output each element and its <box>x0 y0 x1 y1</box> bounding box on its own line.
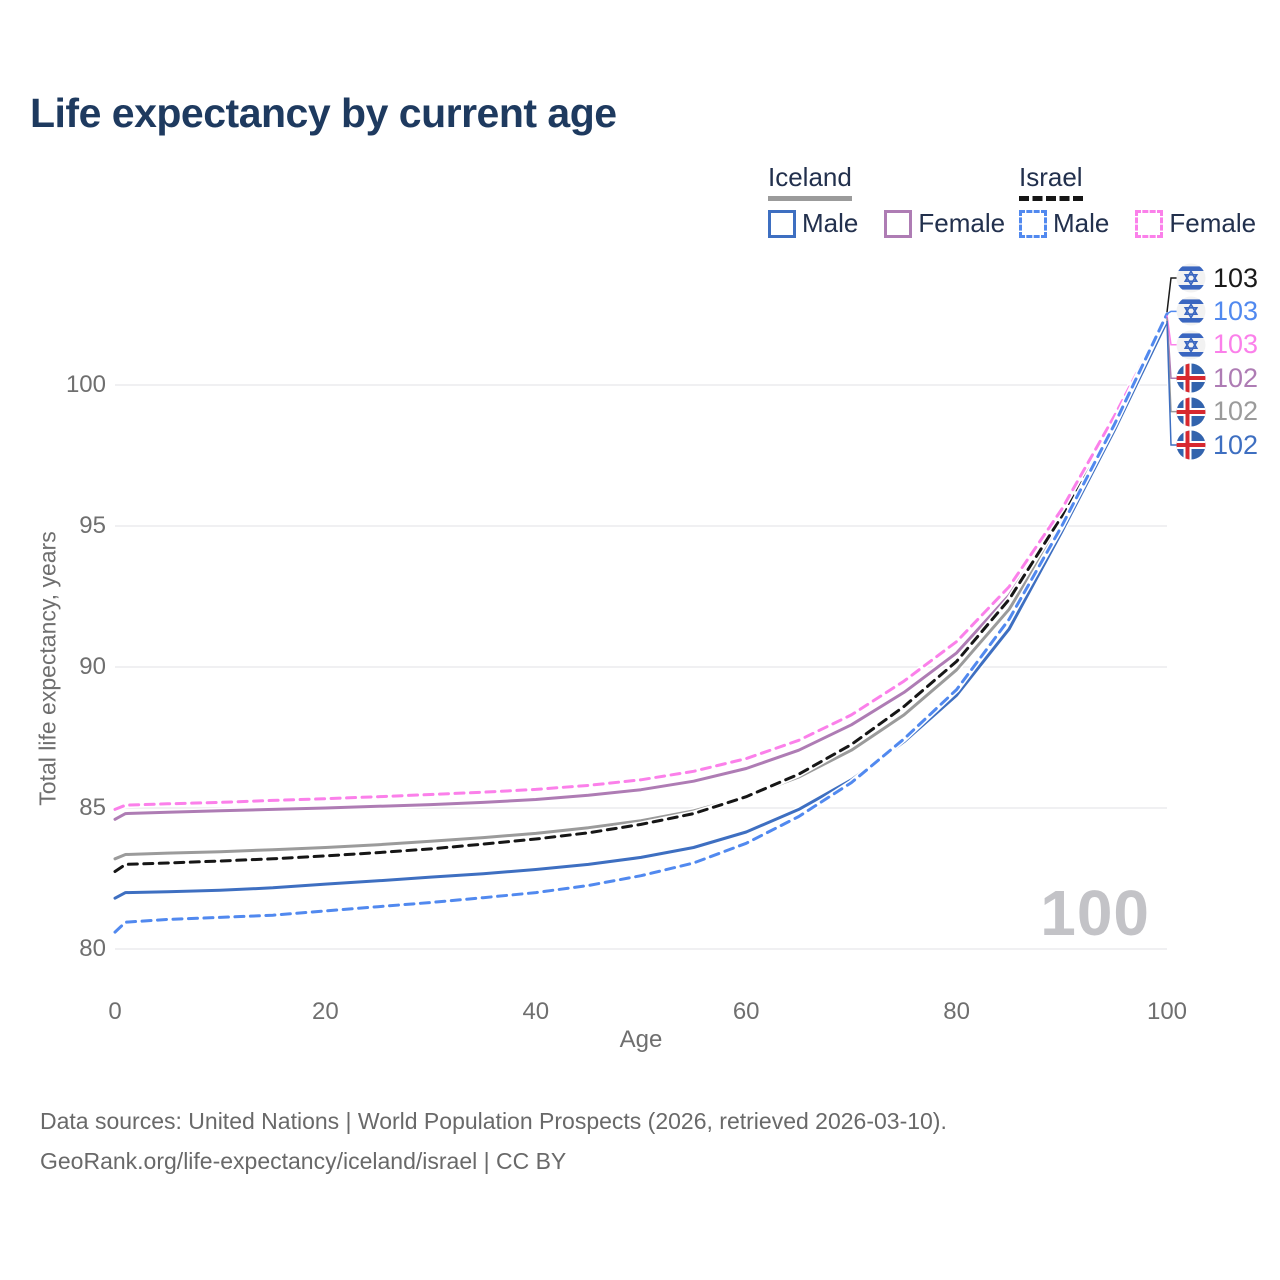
y-axis-label: Total life expectancy, years <box>34 531 61 806</box>
x-tick-20: 20 <box>312 998 339 1025</box>
endpoint-label-iceland-female: 102 <box>1176 362 1258 394</box>
legend-header-israel[interactable]: Israel <box>1019 162 1083 201</box>
legend-items-israel: Male Female <box>1019 208 1256 239</box>
legend-label: Female <box>1169 208 1257 238</box>
endpoint-label-israel-male: 103 <box>1176 295 1258 327</box>
endpoint-label-israel-total: 103 <box>1176 262 1258 294</box>
legend-item-iceland-female[interactable]: Female <box>884 208 1005 239</box>
legend-group-israel: Israel Male Female <box>1019 162 1256 239</box>
legend-label: Male <box>1053 208 1110 238</box>
iceland-flag-icon <box>1176 397 1206 427</box>
legend-item-iceland-male[interactable]: Male <box>768 208 858 239</box>
x-tick-80: 80 <box>943 998 970 1025</box>
series-line-iceland-female[interactable] <box>113 315 1169 821</box>
iceland-flag-icon <box>1176 363 1206 393</box>
legend-swatch-iceland-male <box>768 209 796 238</box>
endpoint-value: 102 <box>1213 396 1259 427</box>
legend-item-israel-male[interactable]: Male <box>1019 208 1109 239</box>
legend-swatch-israel-female <box>1135 209 1164 238</box>
x-axis-label: Age <box>619 1026 663 1053</box>
endpoint-value: 102 <box>1213 362 1259 393</box>
series-line-israel-male[interactable] <box>113 312 1169 934</box>
legend-group-iceland: Iceland Male Female <box>768 162 1005 239</box>
series-halo-israel-female <box>113 313 1170 813</box>
footer-data-sources: Data sources: United Nations | World Pop… <box>40 1108 947 1134</box>
y-tick-85: 85 <box>79 794 106 821</box>
israel-flag-icon <box>1176 330 1206 360</box>
legend-label: Female <box>918 208 1006 238</box>
x-tick-0: 0 <box>108 998 122 1025</box>
y-tick-80: 80 <box>79 935 106 962</box>
series-line-israel-total[interactable] <box>113 310 1169 873</box>
iceland-flag-icon <box>1176 430 1206 460</box>
series-line-israel-female[interactable] <box>113 313 1169 811</box>
x-tick-60: 60 <box>732 998 760 1025</box>
endpoint-leader-lines <box>1166 277 1179 446</box>
endpoint-value: 103 <box>1213 295 1259 326</box>
series-line-iceland-total[interactable] <box>113 317 1169 861</box>
israel-flag-icon <box>1176 263 1206 293</box>
gridlines <box>115 384 1167 950</box>
legend-items-iceland: Male Female <box>768 208 1005 239</box>
series-line-iceland-male[interactable] <box>113 319 1169 900</box>
y-tick-90: 90 <box>79 653 106 680</box>
endpoint-value: 103 <box>1213 329 1259 360</box>
legend-swatch-israel-male <box>1019 209 1047 238</box>
israel-flag-icon <box>1176 296 1206 326</box>
series-halo-israel-male <box>112 312 1170 935</box>
page-title: Life expectancy by current age <box>30 90 617 136</box>
leader-line-israel-female <box>1166 315 1179 346</box>
chart-series <box>112 310 1170 935</box>
endpoint-label-iceland-total: 102 <box>1176 396 1258 428</box>
endpoint-value: 102 <box>1213 429 1259 460</box>
leader-line-israel-male <box>1166 310 1179 315</box>
endpoint-label-israel-female: 103 <box>1176 329 1258 361</box>
footer-attribution: GeoRank.org/life-expectancy/iceland/isra… <box>40 1148 567 1174</box>
endpoint-label-iceland-male: 102 <box>1176 429 1258 461</box>
series-halo-iceland-female <box>113 315 1170 822</box>
leader-line-israel-total <box>1166 277 1179 313</box>
leader-line-iceland-male <box>1166 320 1179 446</box>
legend-label: Male <box>802 208 859 238</box>
legend-item-israel-female[interactable]: Female <box>1135 208 1256 239</box>
x-tick-40: 40 <box>522 998 550 1025</box>
x-tick-100: 100 <box>1146 998 1188 1025</box>
legend-header-iceland[interactable]: Iceland <box>768 162 852 201</box>
watermark-age-100: 100 <box>1040 877 1150 949</box>
y-tick-95: 95 <box>79 512 106 539</box>
legend-swatch-iceland-female <box>884 209 913 238</box>
y-tick-100: 100 <box>65 371 106 398</box>
endpoint-value: 103 <box>1213 262 1259 293</box>
